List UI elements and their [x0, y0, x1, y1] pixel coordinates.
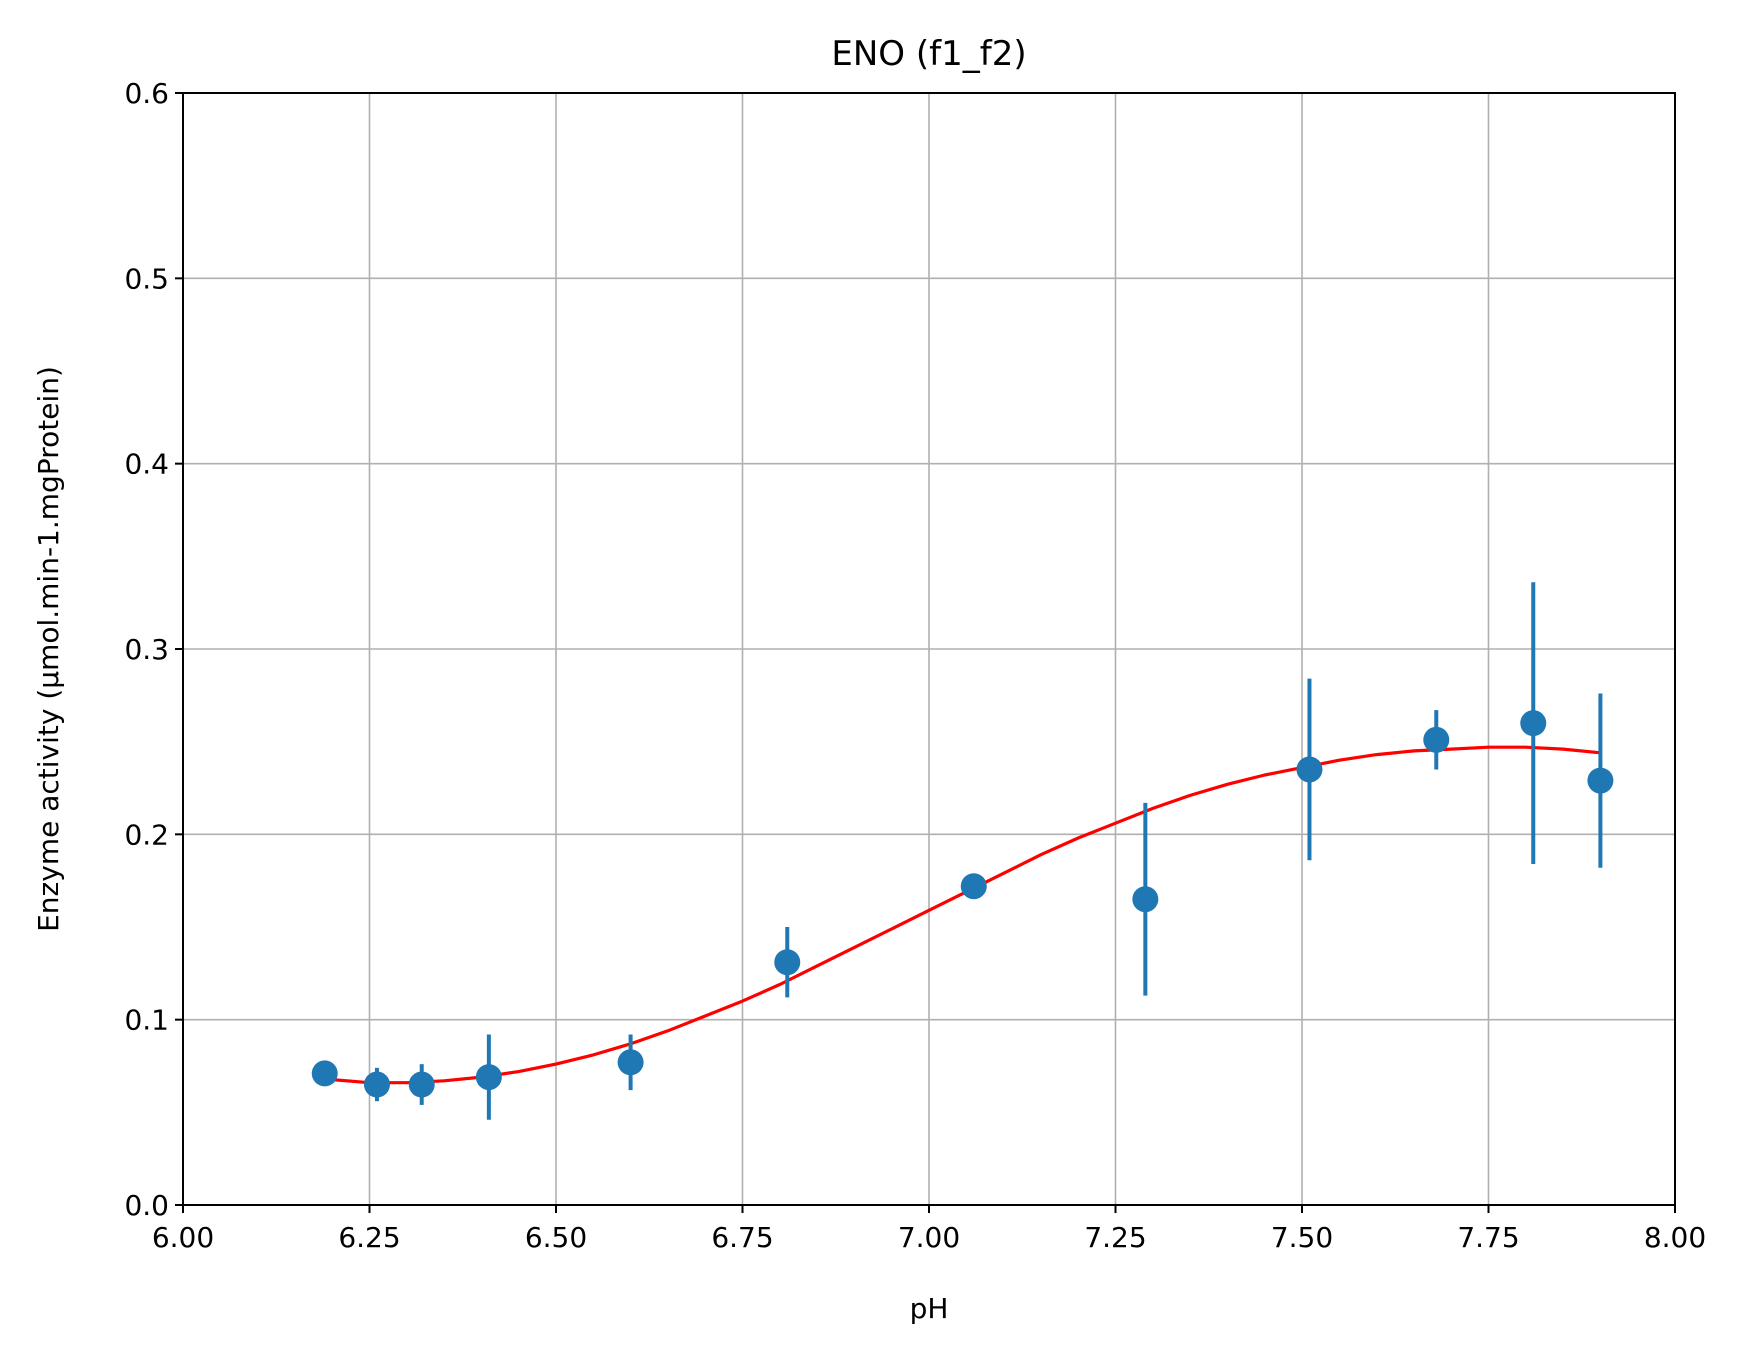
y-tick-label: 0.3 — [124, 633, 169, 666]
x-tick-label: 7.00 — [898, 1221, 960, 1254]
data-point — [475, 1064, 502, 1091]
data-point — [363, 1071, 390, 1098]
y-tick-label: 0.0 — [124, 1189, 169, 1222]
y-tick-label: 0.5 — [124, 262, 169, 295]
y-tick-label: 0.6 — [124, 77, 169, 110]
data-point — [1587, 767, 1614, 794]
x-tick-label: 7.50 — [1271, 1221, 1333, 1254]
y-axis-label: Enzyme activity (µmol.min-1.mgProtein) — [32, 366, 65, 932]
x-tick-label: 6.50 — [525, 1221, 587, 1254]
data-point — [617, 1049, 644, 1076]
x-tick-label: 6.75 — [711, 1221, 773, 1254]
y-tick-label: 0.2 — [124, 818, 169, 851]
x-tick-label: 8.00 — [1644, 1221, 1706, 1254]
data-point — [1423, 726, 1450, 753]
data-points-layer — [311, 582, 1614, 1120]
data-point — [408, 1071, 435, 1098]
grid — [182, 92, 1676, 1206]
data-point — [774, 949, 801, 976]
x-tick-label: 7.25 — [1084, 1221, 1146, 1254]
chart-title: ENO (f1_f2) — [831, 34, 1026, 74]
x-tick-label: 6.00 — [152, 1221, 214, 1254]
data-point — [311, 1060, 338, 1087]
y-tick-label: 0.1 — [124, 1004, 169, 1037]
data-point — [960, 873, 987, 900]
data-point — [1296, 756, 1323, 783]
axis-ticks: 6.00 6.25 6.50 6.75 7.00 7.25 7.50 7.75 8.00 0.0 0… — [124, 77, 1706, 1254]
x-tick-label: 6.25 — [338, 1221, 400, 1254]
y-tick-label: 0.4 — [124, 448, 169, 481]
data-point — [1520, 710, 1547, 737]
x-tick-label: 7.75 — [1457, 1221, 1519, 1254]
data-point — [1132, 886, 1159, 913]
x-axis-label: pH — [910, 1292, 949, 1325]
